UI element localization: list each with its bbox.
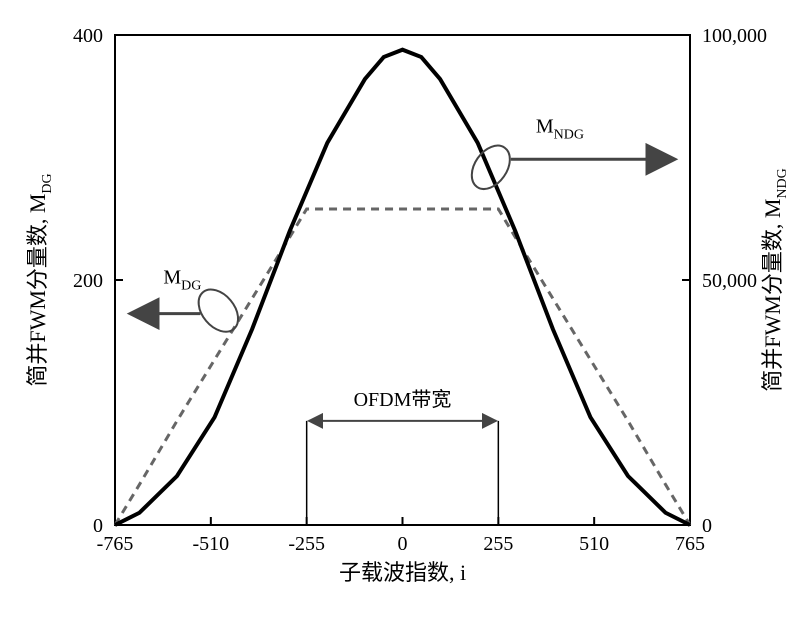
y-right-tick-label: 50,000 bbox=[702, 270, 757, 292]
x-tick-label: -510 bbox=[192, 533, 229, 555]
y-right-axis-label: 简并FWM分量数, MNDG bbox=[760, 168, 790, 391]
mndg-label: MNDG bbox=[536, 115, 584, 142]
y-left-tick-label: 200 bbox=[73, 270, 103, 292]
chart-svg: -765-510-25502555107650200400050,000100,… bbox=[0, 0, 800, 620]
x-tick-label: 0 bbox=[398, 533, 408, 555]
x-tick-label: -255 bbox=[288, 533, 325, 555]
y-right-tick-label: 100,000 bbox=[702, 25, 767, 47]
y-right-tick-label: 0 bbox=[702, 515, 712, 537]
y-left-tick-label: 400 bbox=[73, 25, 103, 47]
x-tick-label: 510 bbox=[579, 533, 609, 555]
series-M_DG bbox=[115, 209, 690, 525]
x-axis-label: 子载波指数, i bbox=[339, 560, 466, 585]
x-tick-label: 255 bbox=[483, 533, 513, 555]
mndg-ellipse bbox=[464, 138, 518, 196]
chart-container: -765-510-25502555107650200400050,000100,… bbox=[0, 0, 800, 620]
mdg-label: MDG bbox=[163, 267, 201, 294]
ofdm-label: OFDM带宽 bbox=[354, 388, 452, 411]
x-tick-label: 765 bbox=[675, 533, 705, 555]
y-left-tick-label: 0 bbox=[93, 515, 103, 537]
y-left-axis-label: 简并FWM分量数, MDG bbox=[25, 173, 55, 386]
